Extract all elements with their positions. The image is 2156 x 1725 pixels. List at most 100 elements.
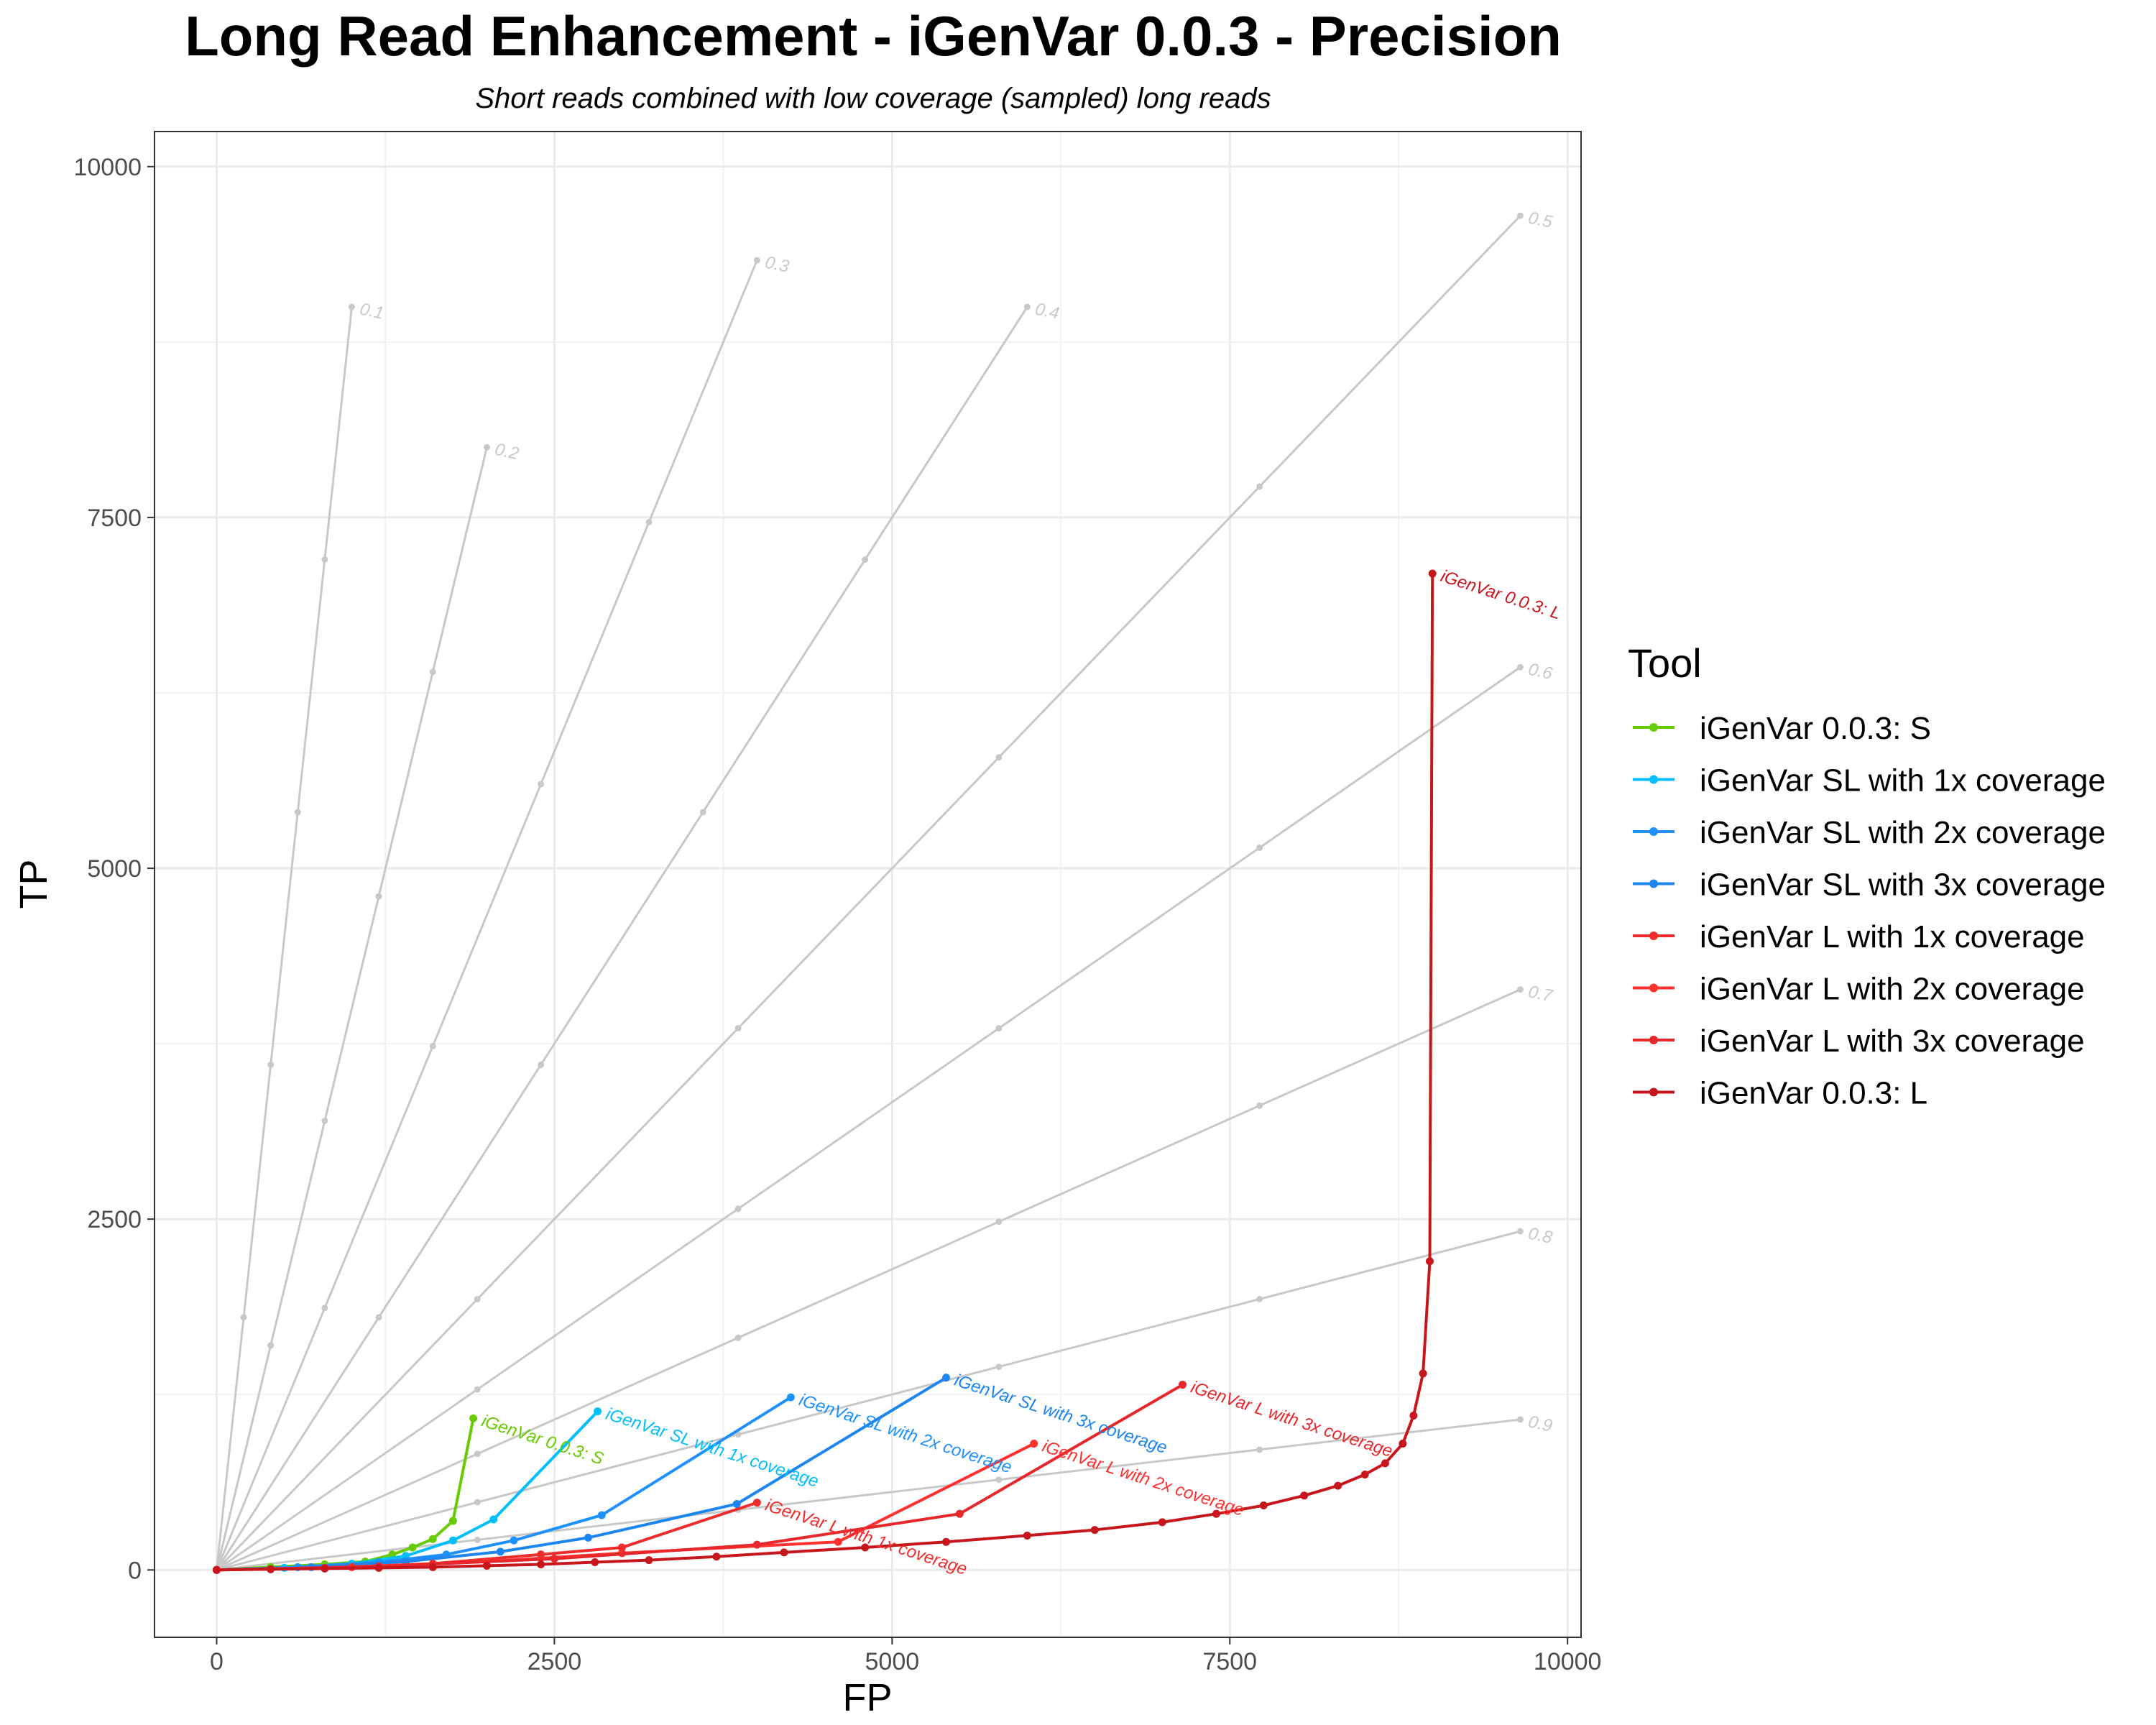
series-point	[712, 1552, 721, 1561]
x-tick-label: 7500	[1202, 1648, 1257, 1675]
series-point	[617, 1543, 626, 1552]
series-point	[732, 1500, 741, 1509]
series-point	[489, 1515, 498, 1524]
series-point	[955, 1509, 964, 1518]
isoline-point	[294, 809, 301, 816]
isoline-point	[474, 1536, 481, 1543]
series-end-label: iGenVar 0.0.3: S	[479, 1411, 606, 1468]
series-end-label: iGenVar 0.0.3: L	[1438, 566, 1563, 623]
legend-key-point	[1649, 775, 1658, 784]
series-point	[1300, 1491, 1309, 1500]
series-point	[594, 1407, 602, 1416]
series-point	[1090, 1526, 1099, 1535]
isoline-0.5	[216, 215, 1521, 1571]
isoline-label: 0.9	[1526, 1412, 1554, 1435]
legend-entry-label: iGenVar SL with 3x coverage	[1700, 868, 2106, 903]
legend-items: iGenVar 0.0.3: S iGenVar SL with 1x cover…	[1633, 711, 2106, 1111]
series-point	[1023, 1531, 1031, 1540]
isoline-point	[474, 1386, 481, 1393]
series-point	[752, 1540, 761, 1549]
isoline-point	[734, 1025, 742, 1032]
isoline-point	[862, 556, 869, 564]
precision-isolines: 0.1 0.2 0.3 0.4 0.5 0.6 0.7 0.8 0.9	[215, 208, 1555, 1571]
isoline-point	[734, 1334, 742, 1341]
x-tick-label: 5000	[865, 1648, 920, 1675]
isoline-label: 0.8	[1526, 1224, 1554, 1248]
isoline-label: 0.6	[1526, 660, 1554, 684]
isoline-point	[538, 781, 545, 788]
x-axis-title: FP	[842, 1676, 892, 1719]
legend-entry-label: iGenVar SL with 1x coverage	[1700, 763, 2106, 799]
series-point	[496, 1547, 505, 1556]
isoline-point	[995, 1476, 1003, 1484]
series-point	[1425, 1257, 1434, 1266]
legend-entry-label: iGenVar SL with 2x coverage	[1700, 815, 2106, 850]
isoline-point	[1256, 1446, 1263, 1453]
isoline-label: 0.5	[1526, 208, 1554, 232]
legend-entry-label: iGenVar L with 2x coverage	[1700, 972, 2085, 1007]
isoline-point	[375, 893, 382, 900]
isoline-0.8	[216, 1230, 1521, 1571]
series-point	[584, 1533, 592, 1542]
isoline-point	[1256, 483, 1263, 490]
legend-key-point	[1649, 932, 1658, 940]
legend-key-point	[1649, 1087, 1658, 1097]
isoline-point	[538, 1061, 545, 1068]
legend-entry-label: iGenVar 0.0.3: L	[1700, 1076, 1927, 1111]
isoline-point	[321, 1117, 328, 1124]
isoline-point	[734, 1205, 742, 1213]
isoline-point	[429, 668, 436, 676]
chart-title: Long Read Enhancement - iGenVar 0.0.3 - …	[185, 4, 1562, 68]
x-tick-label: 0	[210, 1648, 224, 1675]
series-point	[1428, 569, 1437, 578]
legend-entry-label: iGenVar 0.0.3: S	[1700, 711, 1931, 746]
isoline-label: 0.3	[763, 253, 791, 277]
chart-subtitle: Short reads combined with low coverage (…	[475, 83, 1271, 114]
series-point	[1419, 1369, 1427, 1378]
series-point	[1381, 1459, 1389, 1468]
series-point	[267, 1565, 275, 1573]
isoline-point	[474, 1450, 481, 1458]
y-tick-label: 7500	[87, 505, 142, 532]
y-tick-label: 2500	[87, 1206, 142, 1233]
series-point	[448, 1517, 457, 1525]
isoline-0.9	[216, 1418, 1521, 1571]
series-point	[1399, 1440, 1407, 1448]
series-point	[482, 1561, 491, 1570]
legend-key-point	[1649, 827, 1658, 836]
isoline-point	[1256, 1102, 1263, 1109]
series-point	[597, 1511, 606, 1519]
series-line-7	[216, 573, 1434, 1572]
isoline-label: 0.2	[493, 440, 520, 464]
series-point	[510, 1536, 518, 1545]
isoline-point	[995, 1218, 1003, 1225]
series-point	[780, 1548, 788, 1557]
series-point	[550, 1555, 558, 1563]
y-tick-label: 5000	[87, 855, 142, 883]
series-point	[591, 1558, 599, 1567]
isoline-point	[1516, 1416, 1524, 1423]
isoline-point	[1256, 1295, 1263, 1302]
series-point	[469, 1414, 478, 1422]
isoline-point	[375, 1314, 382, 1321]
series-point	[212, 1565, 221, 1574]
series-point	[1178, 1381, 1187, 1389]
legend-key-point	[1649, 983, 1658, 993]
legend-key-point	[1649, 723, 1658, 732]
isoline-point	[321, 1305, 328, 1312]
series-point	[408, 1543, 417, 1552]
isoline-point	[1516, 663, 1524, 671]
series-point	[752, 1499, 761, 1507]
isoline-point	[734, 1431, 742, 1438]
isoline-point	[240, 1314, 247, 1321]
legend-entry-label: iGenVar L with 1x coverage	[1700, 919, 2085, 954]
isoline-point	[645, 518, 653, 525]
plot-panel-border	[154, 131, 1582, 1638]
series-point	[374, 1563, 383, 1572]
isoline-label: 0.4	[1033, 300, 1061, 323]
grid-lines	[155, 132, 1581, 1637]
isoline-point	[348, 303, 355, 310]
series-end-label: iGenVar SL with 1x coverage	[604, 1404, 821, 1491]
